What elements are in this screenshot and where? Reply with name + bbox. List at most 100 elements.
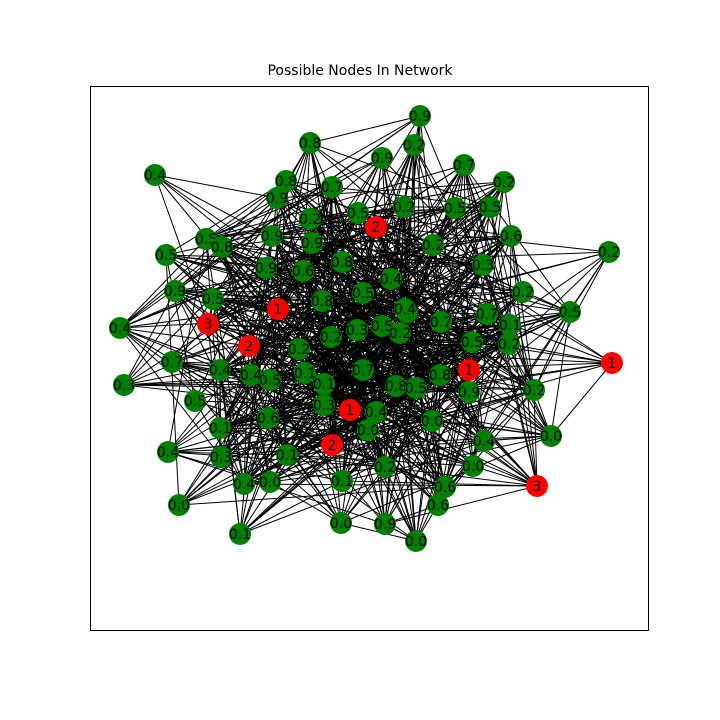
node-label: 0.5 xyxy=(559,305,581,321)
node: 0.5 xyxy=(405,377,427,399)
node-circle xyxy=(512,281,534,303)
edge xyxy=(267,409,351,419)
node: 0.2 xyxy=(422,234,444,256)
node-circle xyxy=(275,170,297,192)
node-circle xyxy=(321,434,343,456)
node-label: 0.0 xyxy=(421,414,443,430)
node: 0.6 xyxy=(292,260,314,282)
edge xyxy=(375,411,417,542)
node: 0.5 xyxy=(347,202,369,224)
node-label: 0.7 xyxy=(453,158,475,174)
node: 0.8 xyxy=(429,364,451,386)
node-circle xyxy=(210,446,232,468)
node-circle xyxy=(255,257,277,279)
edge xyxy=(123,374,441,386)
node: 0.5 xyxy=(559,301,581,323)
node-circle xyxy=(109,317,131,339)
node: 0.8 xyxy=(211,236,233,258)
node-circle xyxy=(461,331,483,353)
edge xyxy=(123,246,223,386)
edge xyxy=(239,300,323,535)
edge xyxy=(311,242,484,266)
edge xyxy=(286,454,342,524)
node-circle xyxy=(209,359,231,381)
node: 0.3 xyxy=(210,446,232,468)
node-circle xyxy=(371,315,393,337)
node: 0.2 xyxy=(403,134,425,156)
edge xyxy=(250,300,323,376)
node-label: 0.7 xyxy=(430,315,452,331)
edge xyxy=(220,444,333,458)
node-circle xyxy=(259,369,281,391)
node-label: 0.8 xyxy=(275,174,297,190)
edge xyxy=(277,308,358,331)
node-circle xyxy=(380,268,402,290)
node-circle xyxy=(458,381,480,403)
edge xyxy=(119,238,207,329)
node: 0.0 xyxy=(168,494,190,516)
node-label: 0.2 xyxy=(389,326,411,342)
edge xyxy=(415,374,441,542)
node-circle xyxy=(409,105,431,127)
node-circle xyxy=(294,362,316,384)
node-label: 0.8 xyxy=(385,379,407,395)
highlighted-node: 1 xyxy=(339,399,361,421)
edge xyxy=(357,212,512,237)
node-label: 0.4 xyxy=(209,363,231,379)
node: 0.9 xyxy=(409,105,431,127)
node-circle xyxy=(233,473,255,495)
node-label: 0.5 xyxy=(461,335,483,351)
node-circle xyxy=(157,441,179,463)
highlighted-node: 2 xyxy=(365,216,387,238)
node-label: 0.1 xyxy=(313,377,335,393)
node-label: 0.8 xyxy=(311,294,333,310)
node: 0.1 xyxy=(499,314,521,336)
node-label: 0.0 xyxy=(405,534,427,550)
node-label: 0.2 xyxy=(299,212,321,228)
node: 0.3 xyxy=(313,394,335,416)
edge xyxy=(165,254,267,269)
node-label: 0.3 xyxy=(472,258,494,274)
node-circle xyxy=(476,303,498,325)
node-label: 0.9 xyxy=(255,261,277,277)
node-circle xyxy=(209,417,231,439)
highlighted-node: 2 xyxy=(238,335,260,357)
edge xyxy=(220,336,332,458)
node-circle xyxy=(288,338,310,360)
node: 0.6 xyxy=(257,407,279,429)
edge xyxy=(431,389,535,422)
edge xyxy=(302,270,524,293)
edge xyxy=(367,429,446,488)
edge xyxy=(167,451,386,468)
edge xyxy=(167,429,369,453)
node-label: 0.0 xyxy=(462,459,484,475)
node-circle xyxy=(292,260,314,282)
node-label: 0.1 xyxy=(209,421,231,437)
node: 0.5 xyxy=(202,288,224,310)
edge xyxy=(174,186,333,292)
node-label: 0.4 xyxy=(365,405,387,421)
node-label: 0.5 xyxy=(371,319,393,335)
node: 0.5 xyxy=(479,196,501,218)
edge xyxy=(510,235,538,487)
node-circle xyxy=(499,314,521,336)
edge xyxy=(205,186,333,240)
node: 0.2 xyxy=(320,326,342,348)
edge xyxy=(123,235,273,386)
node-label: 0.2 xyxy=(493,175,515,191)
edge xyxy=(205,115,421,240)
node: 0.8 xyxy=(385,375,407,397)
edge xyxy=(271,226,377,237)
edge xyxy=(432,244,552,437)
node-label: 0.9 xyxy=(266,191,288,207)
edge xyxy=(357,206,491,214)
chart-title: Possible Nodes In Network xyxy=(267,63,453,79)
edge xyxy=(349,409,433,422)
node: 0.3 xyxy=(472,254,494,276)
node-label: 0.8 xyxy=(429,368,451,384)
highlighted-node: 3 xyxy=(526,475,548,497)
node-circle xyxy=(267,298,289,320)
node-label: 0.2 xyxy=(598,245,620,261)
node: 0.2 xyxy=(389,322,411,344)
node-label: 0.5 xyxy=(259,373,281,389)
